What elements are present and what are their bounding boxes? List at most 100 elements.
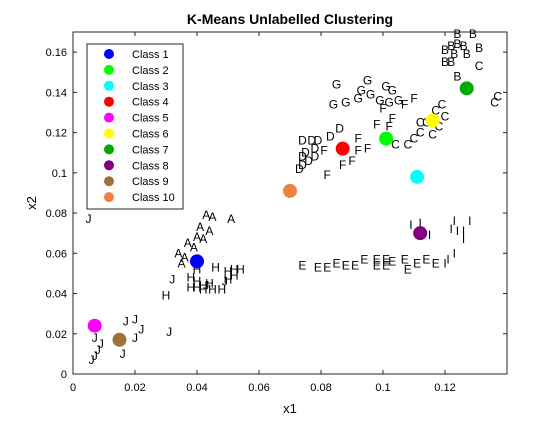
data-point-f: F: [339, 158, 346, 172]
data-point-a: A: [205, 224, 213, 238]
data-point-h: H: [230, 268, 239, 282]
data-point-g: G: [357, 83, 366, 97]
data-point-b: B: [450, 47, 458, 61]
data-point-b: B: [453, 27, 461, 41]
data-point-b: B: [463, 47, 471, 61]
data-point-c: C: [490, 95, 499, 109]
data-point-j: J: [166, 325, 172, 339]
data-point-b: B: [441, 55, 449, 69]
data-point-a: A: [177, 256, 185, 270]
data-point-i: I: [450, 222, 453, 236]
data-point-h: H: [236, 262, 245, 276]
x-tick-label: 0.1: [375, 382, 390, 394]
data-point-f: F: [410, 91, 417, 105]
data-point-f: F: [379, 101, 386, 115]
data-point-b: B: [453, 37, 461, 51]
data-point-e: E: [413, 256, 421, 270]
legend-label: Class 3: [132, 81, 169, 93]
data-point-h: H: [199, 278, 208, 292]
data-point-h: H: [224, 264, 233, 278]
y-axis-label: x2: [24, 196, 39, 210]
data-point-f: F: [348, 154, 355, 168]
data-point-d: D: [326, 130, 335, 144]
data-point-g: G: [329, 97, 338, 111]
legend-marker: [104, 96, 114, 107]
centroid-class-1: [190, 254, 204, 269]
data-point-e: E: [360, 252, 368, 266]
data-point-f: F: [389, 112, 396, 126]
data-point-a: A: [196, 220, 204, 234]
data-point-j: J: [86, 212, 92, 226]
data-point-h: H: [162, 289, 171, 303]
data-point-d: D: [301, 146, 310, 160]
data-point-j: J: [120, 347, 126, 361]
data-point-h: H: [186, 280, 195, 294]
data-point-h: H: [199, 283, 208, 297]
data-point-a: A: [202, 208, 210, 222]
x-axis: 0 0.02 0.04 0.06 0.08 0.1 0.12: [70, 32, 456, 394]
data-point-d: D: [298, 158, 307, 172]
legend-marker: [104, 112, 114, 123]
data-point-c: C: [403, 138, 412, 152]
data-point-h: H: [193, 262, 202, 276]
legend-marker: [104, 160, 114, 171]
centroid-class-9: [112, 332, 127, 347]
data-point-j: J: [132, 331, 138, 345]
data-point-d: D: [298, 134, 307, 148]
data-point-b: B: [447, 39, 455, 53]
legend-label: Class 10: [132, 192, 175, 204]
data-point-a: A: [208, 210, 216, 224]
data-point-f: F: [355, 144, 362, 158]
data-point-c: C: [416, 116, 425, 130]
y-tick-label: 0.02: [46, 329, 67, 341]
x-tick-label: 0.08: [310, 382, 331, 394]
y-tick-label: 0.16: [46, 47, 67, 59]
legend-marker: [104, 176, 114, 187]
data-point-b: B: [469, 27, 477, 41]
y-tick-label: 0.06: [46, 248, 67, 260]
data-point-g: G: [341, 95, 350, 109]
data-point-f: F: [320, 144, 327, 158]
data-point-e: E: [432, 256, 440, 270]
data-point-c: C: [441, 109, 450, 123]
data-point-e: E: [422, 252, 430, 266]
data-point-c: C: [428, 128, 437, 142]
data-point-f: F: [364, 142, 371, 156]
data-point-e: E: [401, 252, 409, 266]
data-point-g: G: [363, 73, 372, 87]
legend-marker: [104, 64, 114, 75]
data-point-b: B: [441, 43, 449, 57]
data-point-a: A: [181, 250, 189, 264]
data-point-h: H: [193, 274, 202, 288]
data-point-j: J: [222, 274, 228, 288]
data-point-e: E: [373, 258, 381, 272]
data-point-h: H: [217, 283, 226, 297]
centroid-class-5: [87, 318, 102, 333]
data-point-f: F: [355, 132, 362, 146]
legend-box: [86, 43, 184, 210]
data-point-j: J: [123, 315, 129, 329]
data-point-f: F: [324, 168, 331, 182]
data-point-j: J: [169, 272, 175, 286]
centroid-class-2: [379, 131, 394, 146]
data-point-b: B: [460, 39, 468, 53]
data-point-c: C: [438, 97, 447, 111]
y-tick-label: 0.08: [46, 208, 67, 220]
data-point-e: E: [332, 256, 340, 270]
centroid-class-7: [459, 81, 474, 96]
data-point-b: B: [453, 69, 461, 83]
data-point-j: J: [92, 331, 98, 345]
y-tick-label: 0.14: [46, 87, 67, 99]
x-tick-label: 0.04: [186, 382, 207, 394]
centroid-class-10: [283, 183, 297, 198]
y-tick-label: 0.04: [46, 289, 67, 301]
data-point-e: E: [351, 258, 359, 272]
data-point-d: D: [310, 150, 319, 164]
x-tick-label: 0.06: [248, 382, 269, 394]
x-tick-label: 0.12: [434, 382, 455, 394]
legend-marker: [104, 80, 114, 91]
centroid-class-4: [335, 141, 350, 156]
legend-label: Class 6: [132, 129, 169, 141]
data-point-e: E: [404, 262, 412, 276]
